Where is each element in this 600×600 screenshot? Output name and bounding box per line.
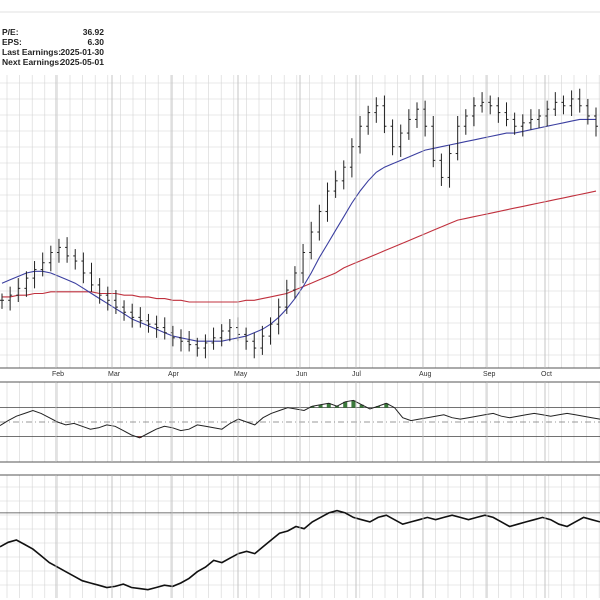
fundamentals-box: P/E: 36.92 EPS: 6.30 Last Earnings: 2025… [2,27,104,67]
ohlc-bar [130,303,135,328]
ohlc-bar [195,337,200,357]
ohlc-bar [292,266,297,299]
ohlc-bar [122,300,127,321]
ohlc-bar [301,243,306,284]
ohlc-bar [284,279,289,314]
ohlc-bar [56,238,61,263]
ohlc-bar [406,109,411,140]
ohlc-bar [8,286,13,311]
month-label: Apr [168,371,180,378]
ohlc-bar [40,252,45,277]
ohlc-bar [358,116,363,154]
ohlc-bar [520,114,525,137]
ohlc-bar [0,293,4,309]
eps-value: 6.30 [87,37,104,47]
ohlc-bar [488,95,493,115]
ohlc-bar [333,170,338,198]
month-label: Oct [541,371,552,378]
ohlc-bar [504,102,509,127]
moving-average-slow [2,190,597,303]
month-label: Jul [352,371,361,378]
month-label: Aug [419,371,432,378]
ohlc-bar [528,109,533,130]
ohlc-bar [349,138,354,178]
ohlc-bar [577,88,582,113]
ohlc-bar [48,245,53,272]
ohlc-bar [16,278,21,302]
ohlc-bar [537,109,542,128]
ohlc-bar [471,97,476,127]
ohlc-bar [569,90,574,117]
ohlc-bar [561,95,566,115]
panels [0,11,600,476]
ohlc-bar [219,324,224,347]
month-label: Jun [296,371,307,378]
ohlc-bar [97,278,102,304]
ohlc-bar [138,307,143,328]
ohlc-bar [317,204,322,241]
ohlc-bar [585,98,590,125]
month-axis: Feb Mar Apr May Jun Jul Aug Sep Oct [52,75,552,598]
ohlc-bar [447,145,452,188]
ohlc-bar [162,317,167,340]
month-label: May [234,371,248,378]
ohlc-bar [73,249,78,270]
ohlc-bar [227,319,232,342]
ohlc-bar [260,325,265,355]
ohlc-bar [431,116,436,168]
ohlc-bar [268,317,273,345]
ohlc-bar [545,100,550,127]
month-label: Sep [483,371,496,378]
last-earnings-label: Last Earnings: [2,47,61,57]
pe-label: P/E: [2,27,19,37]
ohlc-bar [553,92,558,117]
next-earnings-value: 2025-05-01 [61,57,105,67]
ohlc-bar [105,286,110,311]
pe-value: 36.92 [83,27,105,37]
moving-average-fast [1,118,596,342]
ohlc-bar [439,153,444,186]
ohlc-bar [309,221,314,260]
ohlc-bar [398,124,403,157]
month-label: Mar [108,371,121,378]
month-label: Feb [52,371,64,378]
ohlc-bar [325,182,330,222]
ohlc-bar [32,261,37,289]
ohlc-bar [252,332,257,359]
ohlc-bar [187,330,192,352]
eps-label: EPS: [2,37,22,47]
ohlc-bar [113,290,118,314]
ohlc-bar [154,315,159,338]
ohlc-bar [496,97,501,123]
ohlc-bar [390,119,395,156]
ohlc-bar [203,334,208,359]
ohlc-bar [179,329,184,352]
ohlc-bar [244,327,249,350]
last-earnings-value: 2025-01-30 [61,47,105,57]
ohlc-bar [211,327,216,350]
ohlc-bar [24,271,29,297]
ohlc-bar [423,100,428,137]
price-panel [0,88,598,359]
ohlc-bar [480,92,485,113]
next-earnings-label: Next Earnings: [2,57,62,67]
ohlc-bar [341,160,346,190]
ohlc-bar [374,97,379,123]
ohlc-bar [512,112,517,135]
ohlc-bar [65,237,70,263]
ohlc-bar [366,105,371,135]
ohlc-bar [382,95,387,134]
ohlc-bar [146,313,151,333]
ohlc-bar [81,252,86,284]
ohlc-bar [89,262,94,292]
ohlc-bar [414,102,419,128]
ohlc-bar [463,109,468,135]
ohlc-bar [276,298,281,335]
ohlc-bar [594,107,598,137]
ohlc-bar [455,116,460,161]
